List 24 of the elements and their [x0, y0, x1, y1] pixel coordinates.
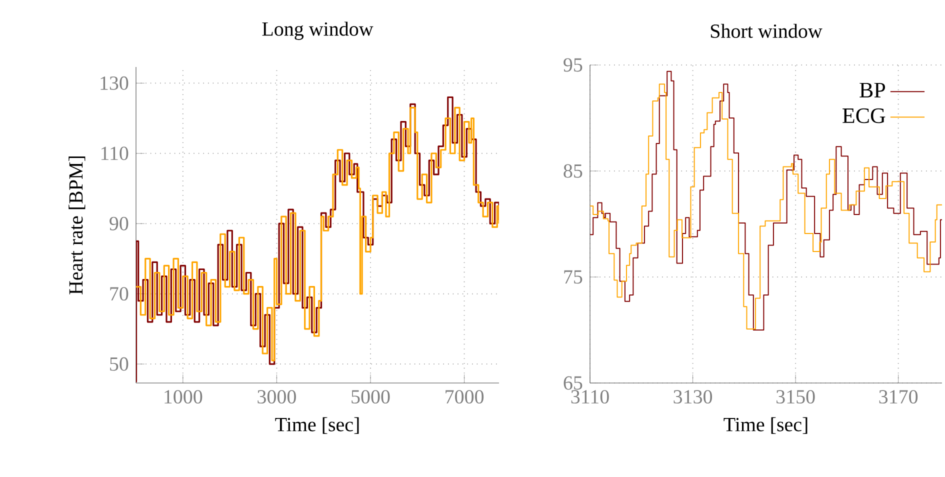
y-tick-label: 70: [110, 287, 128, 301]
x-tick-label: 3110: [571, 390, 609, 404]
y-tick-label: 90: [110, 216, 128, 230]
y-tick-label: 130: [100, 76, 128, 90]
y-tick-label: 65: [564, 376, 582, 390]
x-tick-label: 1000: [164, 390, 202, 404]
x-axis-title: Time [sec]: [724, 417, 808, 434]
y-tick-label: 85: [564, 164, 582, 178]
x-tick-label: 3130: [674, 390, 712, 404]
x-tick-label: 3170: [879, 390, 918, 404]
x-axis-title: Time [sec]: [275, 417, 359, 434]
x-tick-label: 3000: [258, 390, 296, 404]
y-tick-label: 75: [564, 270, 582, 284]
x-tick-label: 3150: [776, 390, 815, 404]
legend-label: BP: [860, 82, 886, 98]
x-tick-label: 7000: [446, 390, 484, 404]
y-tick-label: 110: [101, 146, 128, 160]
chart-title: Long window: [262, 22, 374, 40]
x-tick-label: 5000: [352, 390, 390, 404]
legend-label: ECG: [842, 108, 886, 124]
chart-title: Short window: [710, 24, 822, 38]
y-tick-label: 95: [564, 58, 582, 72]
y-axis-title: Heart rate [BPM]: [68, 156, 86, 294]
y-tick-label: 50: [110, 357, 128, 371]
